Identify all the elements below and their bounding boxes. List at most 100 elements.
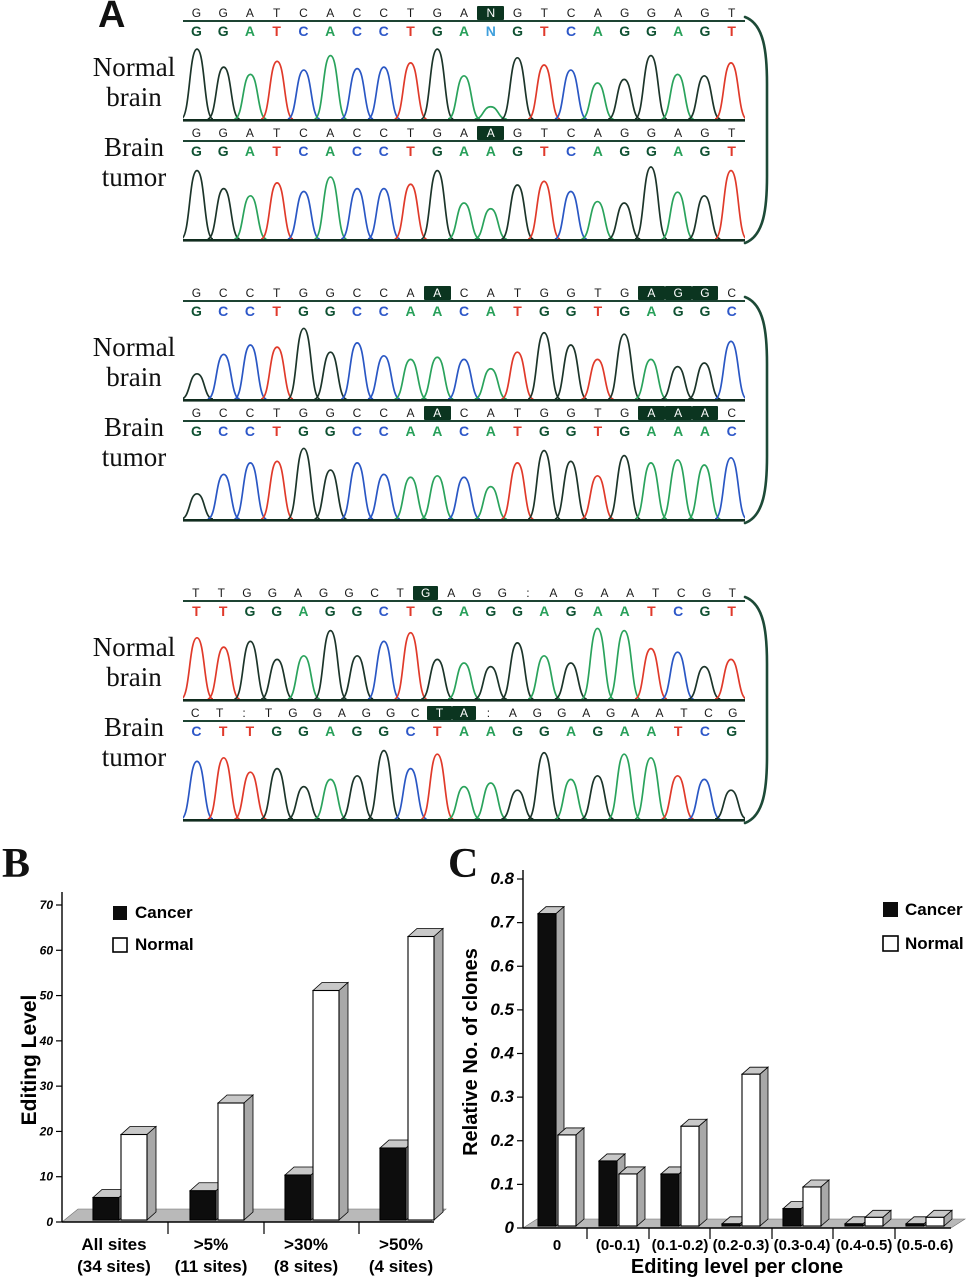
trace-peak — [634, 358, 668, 400]
base-call: T — [651, 586, 660, 600]
base-letter: A — [405, 303, 416, 319]
base-letter: G — [699, 603, 711, 619]
trace-peak — [447, 785, 481, 820]
trace-peak — [394, 183, 428, 240]
x-category-label: 0 — [553, 1237, 561, 1254]
base-call: G — [574, 586, 584, 600]
y-tick-label: 0 — [505, 1218, 515, 1237]
bar-front-face — [407, 935, 435, 1221]
bar-front-face — [802, 1186, 822, 1227]
trace-peak — [340, 341, 374, 400]
x-category-label: >5% (11 sites) — [175, 1235, 248, 1276]
y-tick-label: 60 — [40, 943, 54, 957]
base-letter: C — [298, 143, 309, 159]
trace-peak — [447, 358, 481, 400]
base-letter: G — [699, 143, 711, 159]
base-letter: C — [244, 423, 255, 439]
base-letter: C — [378, 423, 389, 439]
base-letter: T — [673, 723, 683, 739]
trace-peak — [607, 753, 641, 820]
base-letter: G — [324, 603, 336, 619]
base-letter: A — [244, 23, 255, 39]
trace-peak — [581, 774, 614, 820]
trace-peak — [287, 190, 321, 240]
y-tick-label: 0.1 — [490, 1174, 514, 1193]
base-call: A — [245, 126, 254, 140]
base-call: C — [379, 6, 389, 20]
base-letter: G — [271, 723, 283, 739]
y-tick-label: 0.2 — [490, 1131, 514, 1150]
trace-peak — [661, 365, 694, 400]
trace-baseline — [183, 699, 745, 702]
base-letter: G — [298, 423, 309, 439]
base-call: G — [512, 126, 523, 140]
base-letter: G — [298, 303, 309, 319]
trace-peak — [607, 78, 641, 120]
y-tick-label: 40 — [39, 1034, 54, 1048]
bar-side-face — [243, 1094, 254, 1221]
base-call: C — [727, 406, 737, 420]
base-call: G — [700, 126, 710, 140]
x-category-label: (0.2-0.3) — [713, 1237, 770, 1254]
base-call: A — [593, 6, 602, 20]
highlighted-base-call: A — [423, 286, 451, 300]
base-call: G — [532, 706, 543, 720]
trace-peak — [340, 654, 374, 700]
y-axis-title: Editing Level — [18, 995, 41, 1126]
trace-peak — [233, 73, 267, 120]
trace-peak — [313, 176, 348, 240]
base-letter: G — [619, 143, 631, 159]
x-category-label: (0.5-0.6) — [897, 1237, 954, 1254]
highlighted-base-call: A — [691, 406, 719, 420]
base-call: A — [406, 406, 415, 420]
base-letter: G — [298, 723, 309, 739]
trace-peak — [340, 774, 374, 820]
trace-peak — [687, 665, 721, 700]
base-letter: C — [298, 23, 309, 39]
base-letter: C — [351, 423, 363, 439]
base-letter: G — [619, 423, 631, 439]
trace-peak — [233, 194, 267, 240]
base-call: G — [700, 6, 710, 20]
trace-peak — [314, 469, 347, 520]
base-letter: A — [458, 723, 470, 739]
pair-label-brain-tumor: Brain tumor — [101, 132, 167, 193]
base-letter: C — [458, 423, 470, 439]
y-tick-label: 10 — [40, 1170, 54, 1184]
pair-label-normal-brain: Normal brain — [92, 332, 176, 393]
trace-peak — [607, 454, 642, 520]
base-letter: A — [485, 723, 496, 739]
base-call: T — [728, 586, 736, 600]
base-letter: G — [619, 303, 631, 319]
base-call: T — [192, 586, 200, 600]
trace-peak — [313, 54, 348, 120]
trace-peak — [394, 767, 428, 820]
base-call: C — [459, 406, 469, 420]
trace-peak — [580, 627, 615, 700]
trace-peak — [660, 459, 695, 520]
bar-front-face — [284, 1174, 312, 1221]
trace-peak — [286, 327, 321, 400]
base-call: T — [513, 406, 522, 420]
trace-peak — [714, 61, 745, 120]
trace-peak — [661, 651, 695, 700]
base-letter: C — [726, 303, 737, 319]
legend-label-cancer: Cancer — [905, 900, 963, 919]
trace-peak — [183, 48, 214, 120]
base-letter: G — [324, 303, 336, 319]
base-letter: A — [458, 143, 470, 159]
base-call: G — [539, 406, 549, 420]
trace-peak — [474, 782, 508, 820]
base-call: A — [326, 6, 335, 20]
base-call: A — [631, 706, 640, 720]
trace-peak — [260, 346, 294, 400]
trace-peak — [260, 60, 294, 120]
editing-level-bar-chart: 0 10 20 30 40 50 60 70 All sites (34 sites) >5% (11… — [18, 892, 447, 1276]
trace-peak — [527, 331, 561, 400]
base-call: T — [594, 286, 602, 300]
base-call: C — [352, 286, 362, 300]
trace-peak — [661, 774, 695, 820]
base-letter: A — [432, 303, 443, 319]
